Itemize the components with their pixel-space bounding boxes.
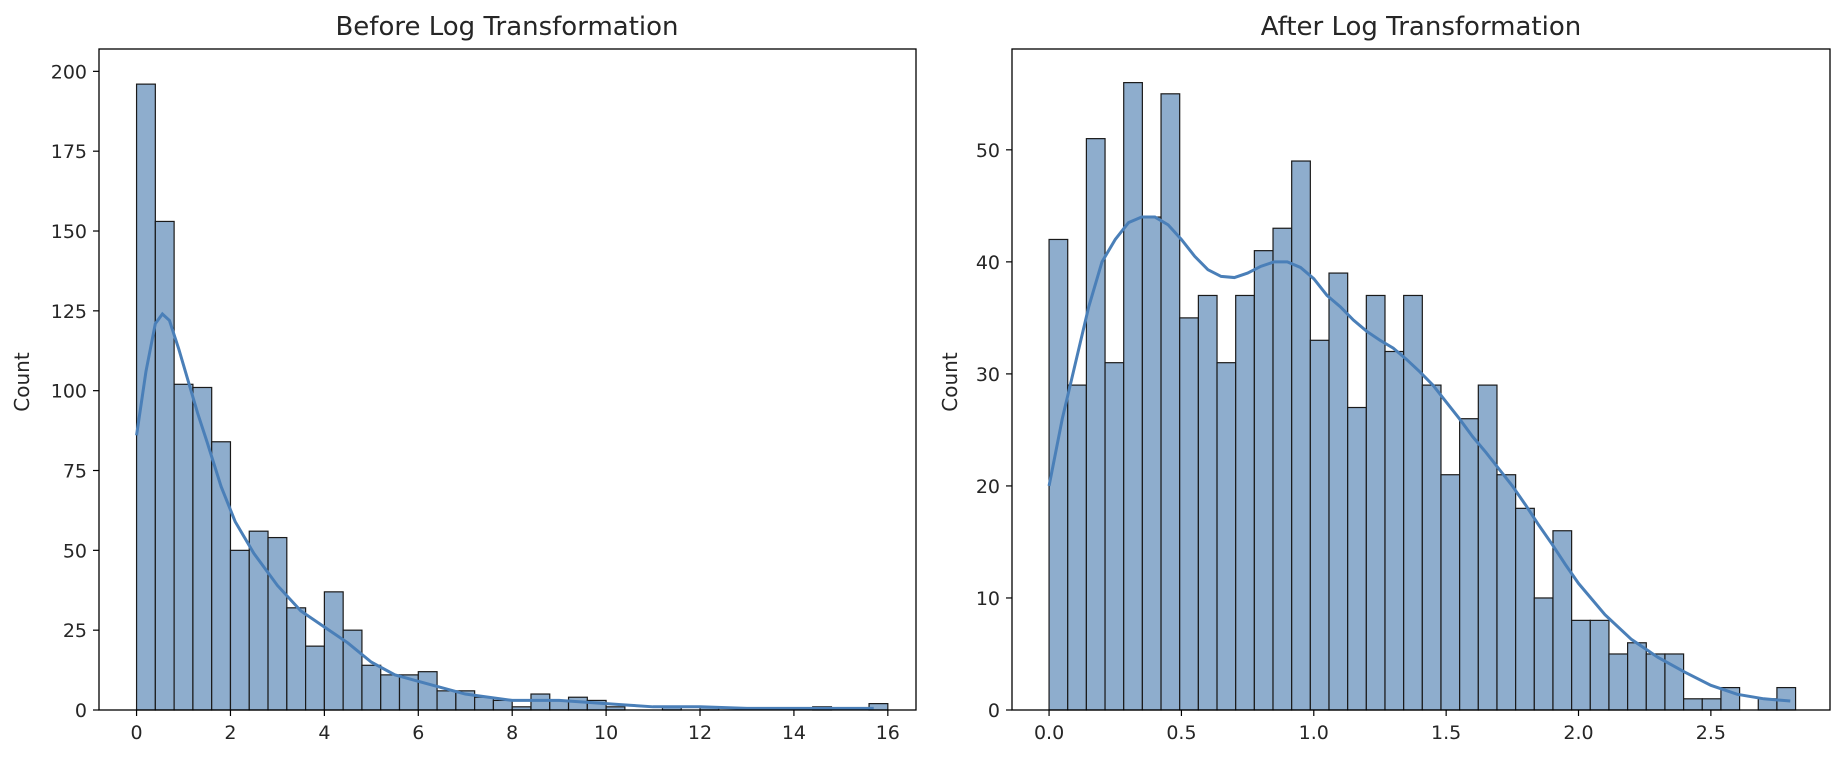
chart-title: Before Log Transformation [335,12,678,42]
histogram-bar [436,690,457,711]
histogram-bar [286,607,307,711]
histogram-bar [154,220,175,711]
x-tick-label: 2 [224,722,236,744]
x-tick-label: 1.5 [1431,722,1461,744]
y-tick-label: 175 [51,141,87,163]
histogram-bar [229,549,250,711]
histogram-bar [1683,698,1703,711]
x-tick-label: 8 [506,722,518,744]
chart-panel-before: Before Log Transformation Count 0 2 4 6 8 10 1… [10,12,917,744]
y-tick-label: 125 [51,301,87,323]
histogram-bar [192,386,213,711]
histogram-bar [1459,418,1479,711]
histogram-bar [267,536,288,711]
histogram-bar [1645,653,1666,711]
histogram-bar [1160,93,1181,711]
x-tick-label: 4 [318,722,330,744]
y-tick-label: 10 [976,588,1000,610]
axis-ticks: 0 2 4 6 8 10 12 14 16 0 25 50 75 100 125 150 175 200 [51,61,900,744]
histogram-bar [492,699,513,711]
histogram-bars [135,83,889,711]
histogram-bar [417,671,438,711]
histogram-bar [1309,339,1330,711]
histogram-bar [1533,597,1554,711]
histogram-bar [305,645,325,711]
histogram-bar [1328,272,1349,711]
x-tick-label: 0 [131,722,143,744]
x-tick-label: 1.0 [1299,722,1329,744]
histogram-bar [1291,160,1311,711]
axis-ticks: 0.0 0.5 1.0 1.5 2.0 2.5 0 10 20 30 40 50 [976,140,1726,744]
histogram-bar [380,674,401,711]
histogram-bar [1384,350,1405,711]
histogram-bar [1085,138,1106,711]
histogram-bar [1272,227,1293,711]
y-tick-label: 150 [51,221,87,243]
plot-frame [98,48,917,711]
x-tick-label: 0.5 [1166,722,1196,744]
histogram-bar [474,696,495,711]
x-tick-label: 2.5 [1696,722,1726,744]
histogram-bar [1627,642,1647,711]
x-tick-label: 2.0 [1563,722,1593,744]
histogram-bar [1365,294,1386,711]
histogram-bar [1477,384,1498,711]
y-tick-label: 40 [976,252,1000,274]
histogram-bar [1571,619,1591,711]
histogram-bar [1179,317,1199,711]
histogram-bar [1141,216,1162,711]
histogram-bar [1123,82,1143,711]
histogram-bar [1440,474,1461,711]
x-tick-label: 0.0 [1034,722,1064,744]
y-tick-label: 25 [63,620,87,642]
y-tick-label: 30 [976,364,1000,386]
x-tick-label: 6 [412,722,424,744]
histogram-bar [1515,507,1535,711]
histogram-bar [1347,406,1367,711]
x-tick-label: 14 [782,722,806,744]
y-tick-label: 50 [63,540,87,562]
kde-curve [135,311,874,710]
y-tick-label: 50 [976,140,1000,162]
y-axis-label: Count [938,352,962,412]
histogram-bars [1048,82,1797,711]
histogram-bar [323,591,344,711]
histogram-bar [530,693,551,711]
chart-panel-after: After Log Transformation Count 0.0 0.5 1.0… [938,12,1831,744]
y-tick-label: 0 [75,700,87,722]
histogram-bar [1067,384,1087,711]
histogram-bar [173,383,194,711]
y-tick-label: 200 [51,61,87,83]
histogram-bar [135,83,156,711]
histogram-bar [1496,474,1517,711]
kde-curve [1047,215,1791,703]
x-tick-label: 16 [876,722,900,744]
y-tick-label: 0 [988,700,1000,722]
histogram-bar [1216,362,1237,711]
x-tick-label: 12 [688,722,712,744]
histogram-bar [1608,653,1629,711]
histogram-bar [1253,250,1274,711]
histogram-bar [1421,384,1442,711]
histogram-bar [1235,294,1255,711]
histogram-bar [361,664,382,711]
chart-title: After Log Transformation [1261,12,1581,42]
y-tick-label: 20 [976,476,1000,498]
histogram-bar [1197,294,1218,711]
x-tick-label: 10 [594,722,618,744]
y-axis-label: Count [10,352,34,412]
histogram-bar [1104,362,1125,711]
histogram-bar [1701,698,1722,711]
histogram-bar [1589,619,1610,711]
plot-frame [1011,48,1831,711]
y-tick-label: 100 [51,381,87,403]
y-tick-label: 75 [63,461,87,483]
